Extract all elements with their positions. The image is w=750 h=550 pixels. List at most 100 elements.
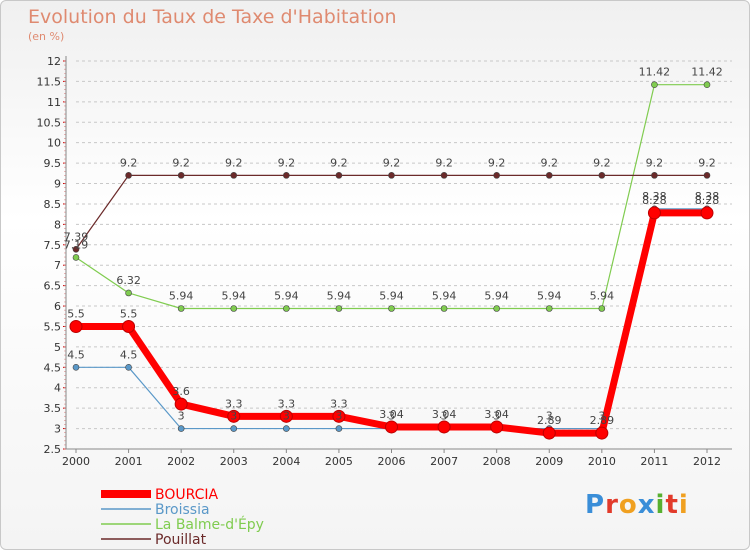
data-label: 3: [388, 410, 395, 423]
data-label: 3: [598, 410, 605, 423]
data-point: [230, 305, 238, 312]
data-label: 2.89: [590, 414, 615, 427]
data-label: 8.38: [642, 190, 667, 203]
data-label: 5.94: [537, 290, 562, 303]
data-label: 9.2: [330, 156, 348, 169]
data-labels: 5.5 5.5 3.6 3.3 3.3 3.3 3.04 3.04 3.04 2.89 2.89 8.…: [64, 66, 723, 427]
data-point: [545, 172, 553, 179]
data-point: [72, 254, 80, 261]
logo-letter: o: [618, 490, 638, 520]
logo-letter: i: [655, 490, 666, 520]
data-label: 5.5: [120, 307, 138, 320]
data-label: 5.94: [484, 290, 509, 303]
data-label: 3: [230, 410, 237, 423]
data-label: 9.2: [120, 156, 138, 169]
data-label: 3: [283, 410, 290, 423]
data-point: [177, 305, 185, 312]
data-label: 3.04: [379, 408, 404, 421]
data-point: [703, 81, 711, 88]
y-tick-label: 5.5: [44, 320, 62, 333]
data-point: [700, 206, 714, 220]
data-label: 7.19: [64, 238, 89, 251]
y-tick-label: 10: [47, 137, 61, 150]
data-point: [69, 319, 83, 333]
data-point: [335, 425, 343, 432]
data-label: 9.2: [488, 156, 506, 169]
y-tick-label: 4.5: [44, 361, 62, 374]
data-label: 3: [546, 410, 553, 423]
y-tick-label: 9.5: [44, 157, 62, 170]
series-line: [75, 174, 707, 250]
data-point: [440, 172, 448, 179]
data-point: [230, 172, 238, 179]
data-label: 9.2: [698, 156, 716, 169]
y-tick-label: 3.5: [44, 402, 62, 415]
logo-letter: P: [585, 490, 606, 520]
legend-label: Pouillat: [155, 532, 207, 548]
data-point: [651, 172, 658, 179]
x-tick-label: 2002: [167, 455, 195, 468]
data-label: 7.39: [64, 230, 89, 243]
y-tick-label: 9: [54, 178, 61, 191]
data-label: 5.94: [590, 290, 615, 303]
logo-letter: t: [665, 490, 679, 520]
data-point: [545, 305, 553, 312]
data-point: [72, 364, 80, 371]
data-label: 9.2: [646, 156, 664, 169]
data-label: 3.3: [330, 397, 348, 410]
y-tick-label: 4: [54, 382, 61, 395]
chart-subtitle: (en %): [28, 30, 65, 43]
data-point: [335, 305, 343, 312]
data-label: 3: [493, 410, 500, 423]
data-point: [283, 305, 290, 312]
data-point: [283, 425, 290, 432]
data-label: 9.2: [435, 156, 453, 169]
x-tick-label: 2009: [535, 455, 563, 468]
data-label: 3.04: [484, 408, 509, 421]
data-point: [490, 420, 504, 434]
x-tick-label: 2004: [272, 455, 300, 468]
data-label: 8.38: [695, 190, 720, 203]
data-point: [279, 409, 293, 423]
data-label: 3.3: [225, 397, 243, 410]
series-line: [76, 209, 707, 437]
y-tick-label: 6.5: [44, 280, 62, 293]
logo-letter: r: [605, 490, 619, 520]
x-tick-label: 2007: [430, 455, 458, 468]
y-tick-label: 3: [54, 423, 61, 436]
data-point: [703, 172, 711, 179]
y-tick-label: 6: [54, 300, 61, 313]
data-point: [174, 397, 188, 411]
x-tick-label: 2010: [588, 455, 616, 468]
data-label: 9.2: [593, 156, 611, 169]
y-tick-label: 11.5: [37, 75, 62, 88]
data-label: 8.28: [642, 194, 667, 207]
data-point: [542, 426, 556, 440]
data-label: 3: [441, 410, 448, 423]
data-label: 9.2: [278, 156, 296, 169]
data-point: [122, 319, 136, 333]
data-point: [388, 305, 395, 312]
data-point: [647, 206, 661, 220]
data-label: 5.94: [222, 290, 247, 303]
x-tick-label: 2008: [483, 455, 511, 468]
data-point: [388, 172, 395, 179]
y-tick-label: 7: [54, 259, 61, 272]
data-point: [177, 425, 185, 432]
data-point: [440, 305, 448, 312]
x-tick-label: 2003: [220, 455, 248, 468]
data-point: [177, 172, 185, 179]
data-point: [227, 409, 241, 423]
logo-letter: i: [678, 490, 689, 520]
data-point: [72, 245, 80, 253]
data-label: 5.94: [274, 290, 299, 303]
legend-label: BOURCIA: [155, 487, 219, 503]
data-point: [598, 305, 606, 312]
data-label: 5.5: [67, 307, 85, 320]
data-point: [125, 364, 132, 371]
y-tick-label: 8: [54, 218, 61, 231]
data-label: 4.5: [67, 348, 85, 361]
